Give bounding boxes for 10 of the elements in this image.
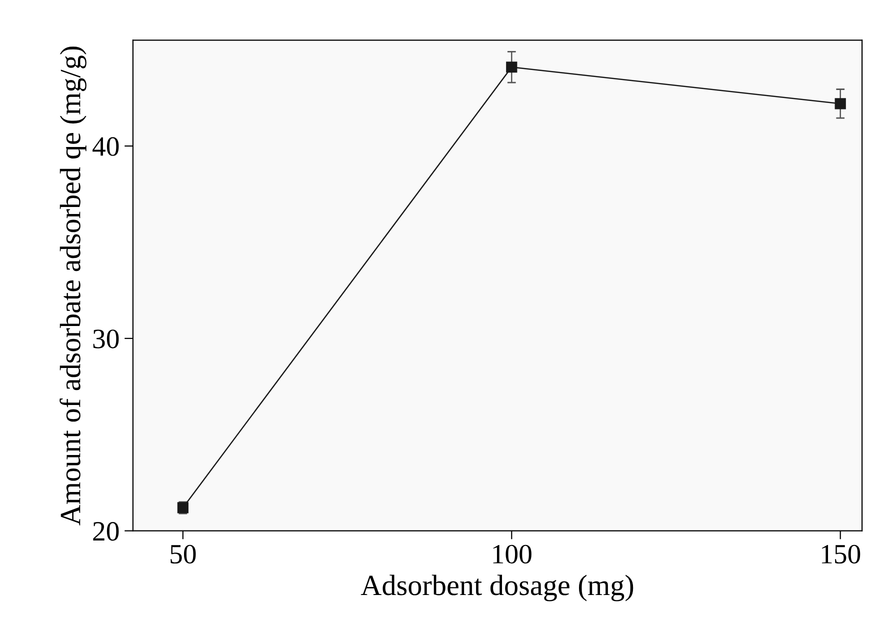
y-tick-label: 40	[92, 137, 119, 156]
x-tick-label: 150	[822, 544, 860, 564]
y-tick-label: 20	[93, 522, 119, 541]
x-axis-title: Adsorbent dosage (mg)	[360, 574, 634, 602]
x-tick-label: 50	[170, 544, 196, 564]
y-tick-label: 30	[93, 330, 119, 348]
point	[834, 98, 846, 110]
x-tick-label: 100	[493, 544, 532, 564]
y-axis-title: Amount of adsorbate adsorbed qe (mg/g)	[60, 46, 86, 526]
point	[506, 62, 518, 73]
